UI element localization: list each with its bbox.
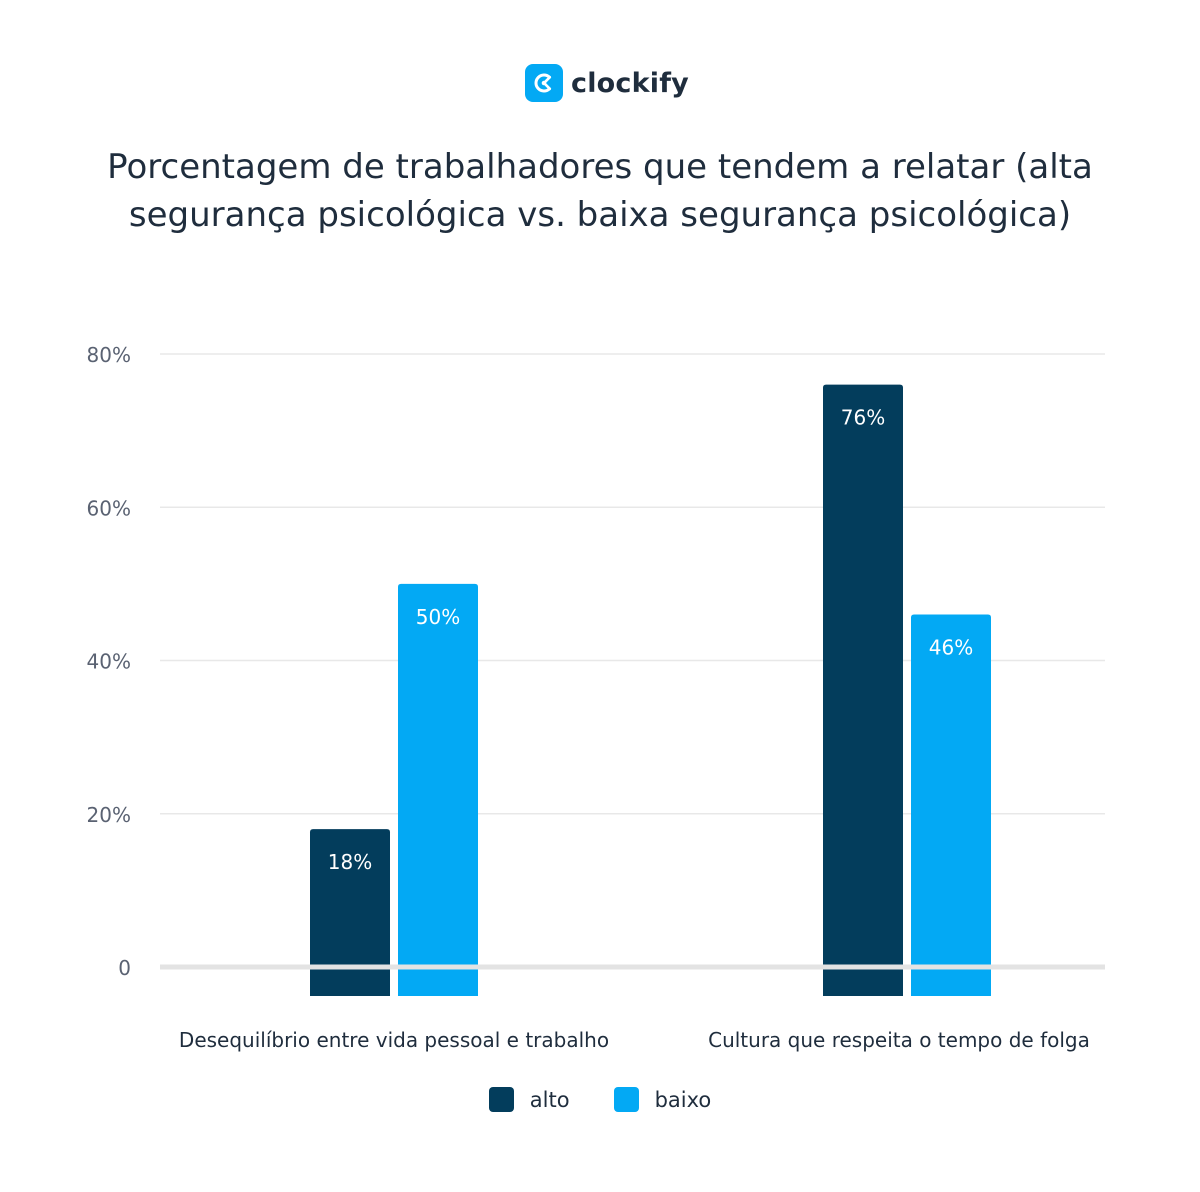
bar-alto-0 xyxy=(310,829,390,996)
bar-baixo-0 xyxy=(398,583,478,996)
legend-label-alto: alto xyxy=(529,1087,570,1112)
y-tick-label: 20% xyxy=(87,803,131,827)
y-tick-label: 40% xyxy=(87,650,131,674)
brand-logo: clockify xyxy=(525,63,689,103)
y-tick-label: 60% xyxy=(87,496,131,520)
bar-value-label: 76% xyxy=(841,406,885,430)
legend-swatch-baixo xyxy=(613,1087,639,1112)
legend-item-alto: alto xyxy=(488,1087,570,1112)
bar-value-label: 18% xyxy=(328,850,372,874)
legend-item-baixo: baixo xyxy=(613,1087,712,1112)
brand-name: clockify xyxy=(571,67,689,99)
y-tick-label: 0 xyxy=(118,956,131,980)
legend-label-baixo: baixo xyxy=(654,1087,712,1112)
bar-baixo-1 xyxy=(911,614,991,996)
bar-value-label: 46% xyxy=(929,636,973,660)
y-tick-label: 80% xyxy=(87,343,131,367)
x-category-label: Cultura que respeita o tempo de folga xyxy=(708,1028,1090,1052)
chart-title: Porcentagem de trabalhadores que tendem … xyxy=(107,147,1093,235)
legend-swatch-alto xyxy=(488,1087,514,1112)
x-category-label: Desequilíbrio entre vida pessoal e traba… xyxy=(179,1028,609,1052)
bar-alto-1 xyxy=(823,384,903,996)
chart-legend: alto baixo xyxy=(0,1087,1200,1112)
bar-value-label: 50% xyxy=(416,605,460,629)
clockify-logo-icon xyxy=(525,64,563,102)
